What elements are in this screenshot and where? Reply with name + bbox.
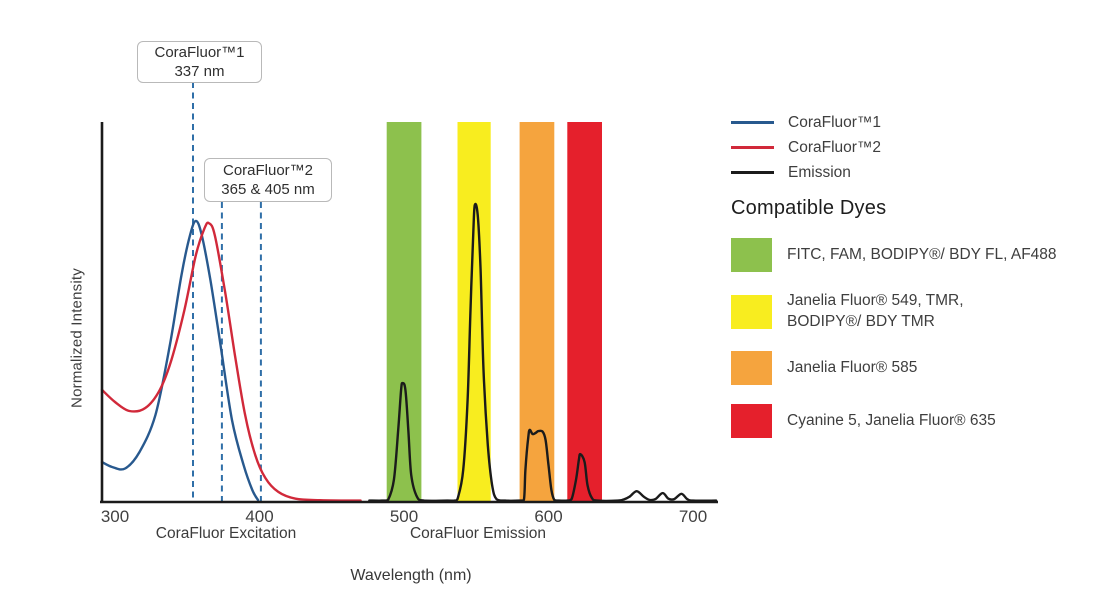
series-emission <box>368 202 718 503</box>
x-tick-300: 300 <box>100 507 130 526</box>
legend-item-corafluor2: CoraFluor™2 <box>731 135 881 160</box>
dye-row-orange: Janelia Fluor® 585 <box>731 351 1057 385</box>
series-corafluor-2 <box>100 221 362 502</box>
emission-section-label: CoraFluor Emission <box>409 525 547 542</box>
callout-corafluor1-wavelength: 337 nm <box>174 63 225 80</box>
y-axis-label: Normalized Intensity <box>68 268 86 408</box>
dye-row-green: FITC, FAM, BODIPY®/ BDY FL, AF488 <box>731 238 1057 272</box>
callout-corafluor1-title: CoraFluor™1 <box>154 44 245 61</box>
legend-item-emission: Emission <box>731 160 881 185</box>
yellow-filter-swatch <box>731 294 772 329</box>
x-tick-700: 700 <box>678 507 708 526</box>
dye-row-red: Cyanine 5, Janelia Fluor® 635 <box>731 404 1057 438</box>
dye-label: FITC, FAM, BODIPY®/ BDY FL, AF488 <box>787 245 1057 263</box>
compatible-dyes-list: FITC, FAM, BODIPY®/ BDY FL, AF488 Janeli… <box>731 238 1057 457</box>
dye-label: Janelia Fluor® 549, TMR, BODIPY®/ BDY TM… <box>787 291 964 332</box>
corafluor1-line-swatch <box>731 121 774 124</box>
x-tick-400: 400 <box>245 507 274 526</box>
orange-filter-swatch <box>731 351 772 385</box>
legend-label: Emission <box>788 163 851 181</box>
excitation-section-label: CoraFluor Excitation <box>155 525 297 542</box>
corafluor2-line-swatch <box>731 146 774 149</box>
band-yellow-537-560nm <box>457 122 491 502</box>
callout-corafluor2-title: CoraFluor™2 <box>222 162 314 179</box>
series-corafluor-1 <box>100 219 260 502</box>
band-green-488-512nm <box>386 122 422 502</box>
dye-label-line2: BODIPY®/ BDY TMR <box>787 312 935 330</box>
legend-label: CoraFluor™1 <box>788 113 882 131</box>
callout-corafluor2-wavelength: 365 & 405 nm <box>221 181 315 198</box>
dye-label: Cyanine 5, Janelia Fluor® 635 <box>787 411 996 429</box>
band-red-613-637nm <box>567 122 602 502</box>
green-filter-swatch <box>731 238 772 272</box>
x-axis-label: Wavelength (nm) <box>350 567 472 584</box>
legend-item-corafluor1: CoraFluor™1 <box>731 110 881 135</box>
emission-line-swatch <box>731 171 774 174</box>
callout-corafluor2-365-405nm: CoraFluor™2 365 & 405 nm <box>204 158 332 202</box>
x-tick-500: 500 <box>389 507 419 526</box>
compatible-dyes-heading: Compatible Dyes <box>731 197 887 219</box>
band-orange-580-604nm <box>519 122 555 502</box>
dye-row-yellow: Janelia Fluor® 549, TMR, BODIPY®/ BDY TM… <box>731 291 1057 332</box>
red-filter-swatch <box>731 404 772 438</box>
dye-label-line1: Janelia Fluor® 549, TMR, <box>787 292 964 309</box>
legend-label: CoraFluor™2 <box>788 138 882 156</box>
callout-corafluor1-337nm: CoraFluor™1 337 nm <box>137 41 262 83</box>
x-tick-600: 600 <box>534 507 563 526</box>
dye-label: Janelia Fluor® 585 <box>787 358 918 376</box>
legend: CoraFluor™1 CoraFluor™2 Emission <box>731 110 881 185</box>
